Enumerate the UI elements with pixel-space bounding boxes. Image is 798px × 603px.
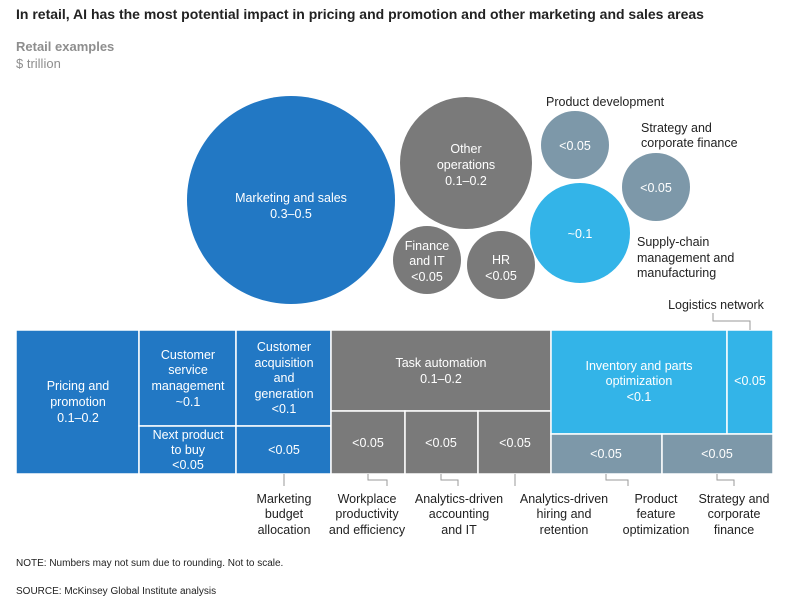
callout-label: Strategy and: [699, 492, 770, 506]
bubble-value: ~0.1: [568, 227, 593, 241]
bubble-label: operations: [437, 158, 495, 172]
bubble-strategy: [622, 153, 690, 221]
bubble-hr: [467, 231, 535, 299]
cell-label: Customer: [161, 348, 215, 362]
callout-label: budget: [265, 507, 304, 521]
callout-label: optimization: [623, 523, 690, 537]
bubble-group: Marketing and sales 0.3–0.5 Other operat…: [187, 95, 738, 304]
cell-pricing-promotion: [15, 329, 140, 475]
callout-label: hiring and: [537, 507, 592, 521]
callout-label: Workplace: [338, 492, 397, 506]
callout-label: Analytics-driven: [415, 492, 503, 506]
cell-customer-service: [138, 329, 237, 427]
bubble-other-operations: [400, 97, 532, 229]
callout-label: corporate: [708, 507, 761, 521]
callout-label: and efficiency: [329, 523, 406, 537]
cell-value: ~0.1: [176, 395, 201, 409]
bubble-finance-it: [393, 226, 461, 294]
cell-value: <0.05: [172, 458, 204, 472]
bubble-label: Other: [450, 142, 481, 156]
bubble-outer-label: Strategy and: [641, 121, 712, 135]
callout-label: accounting: [429, 507, 490, 521]
chart-title: In retail, AI has the most potential imp…: [16, 6, 704, 22]
cell-logistics-network: [726, 329, 774, 435]
cell-label: acquisition: [254, 356, 313, 370]
bubble-product-development: [541, 111, 609, 179]
cell-value: <0.05: [425, 436, 457, 450]
bubble-value: <0.05: [559, 139, 591, 153]
callout-label: Analytics-driven: [520, 492, 608, 506]
cell-value: <0.1: [272, 402, 297, 416]
cell-value: <0.1: [627, 390, 652, 404]
cell-label: optimization: [606, 374, 673, 388]
callout-label: Marketing: [257, 492, 312, 506]
bubble-outer-label: manufacturing: [637, 266, 716, 280]
treemap-group: [15, 329, 774, 475]
cell-value: <0.05: [352, 436, 384, 450]
bubble-label: and IT: [409, 254, 445, 268]
cell-label: Task automation: [395, 356, 486, 370]
bubble-marketing-sales: [187, 96, 395, 304]
bubble-value: <0.05: [411, 270, 443, 284]
bubble-value: <0.05: [485, 269, 517, 283]
cell-value: <0.05: [734, 374, 766, 388]
cell-label: Inventory and parts: [585, 359, 692, 373]
callout-label: feature: [637, 507, 676, 521]
chart-subtitle: Retail examples: [16, 39, 115, 54]
cell-label: Customer: [257, 340, 311, 354]
cell-value: 0.1–0.2: [57, 411, 99, 425]
cell-marketing-budget: [235, 425, 332, 475]
bubble-outer-label: Supply-chain: [637, 235, 709, 249]
cell-label: promotion: [50, 395, 106, 409]
callout-label: productivity: [335, 507, 399, 521]
cell-label: Pricing and: [47, 379, 110, 393]
cell-label: to buy: [171, 443, 206, 457]
cell-label: Next product: [153, 428, 224, 442]
cell-value: 0.1–0.2: [420, 372, 462, 386]
cell-value: <0.05: [268, 443, 300, 457]
bubble-label: HR: [492, 253, 510, 267]
cell-value: <0.05: [701, 447, 733, 461]
cell-label: and: [274, 371, 295, 385]
cell-analytics-accounting: [404, 410, 479, 475]
footnote: NOTE: Numbers may not sum due to roundin…: [16, 558, 284, 569]
cell-workplace-productivity: [330, 410, 406, 475]
cell-value: <0.05: [499, 436, 531, 450]
callout-label: allocation: [258, 523, 311, 537]
callout-label: Logistics network: [668, 298, 765, 312]
cell-label: management: [152, 379, 225, 393]
bubble-value: <0.05: [640, 181, 672, 195]
bubble-label: Finance: [405, 239, 450, 253]
cell-value: <0.05: [590, 447, 622, 461]
cell-label: service: [168, 363, 208, 377]
callout-label: finance: [714, 523, 754, 537]
unit-label: $ trillion: [16, 56, 61, 71]
bubble-outer-label: Product development: [546, 95, 665, 109]
callout-label: Product: [634, 492, 678, 506]
leader-lines: [283, 313, 751, 486]
callout-label: and IT: [441, 523, 477, 537]
bubble-value: 0.1–0.2: [445, 174, 487, 188]
bubble-outer-label: management and: [637, 251, 734, 265]
callout-label: retention: [540, 523, 589, 537]
bubble-supply-chain: [530, 183, 630, 283]
cell-task-automation: [330, 329, 552, 412]
bubble-value: 0.3–0.5: [270, 207, 312, 221]
bubble-outer-label: corporate finance: [641, 136, 738, 150]
bubble-label: Marketing and sales: [235, 191, 347, 205]
cell-label: generation: [254, 387, 313, 401]
source-note: SOURCE: McKinsey Global Institute analys…: [16, 586, 217, 597]
